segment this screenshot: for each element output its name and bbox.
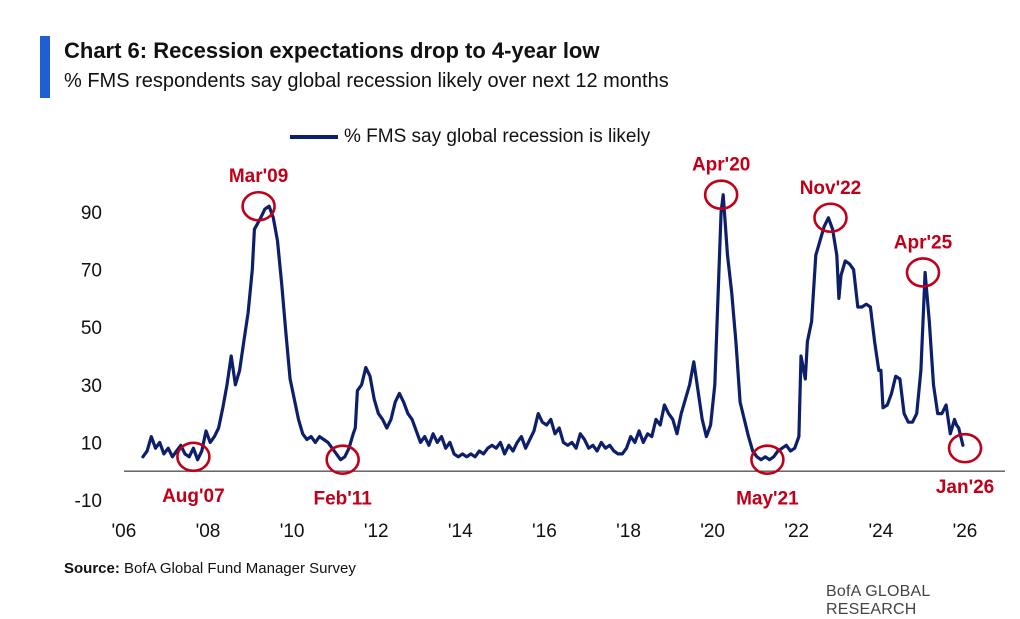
- x-tick-label: '14: [448, 521, 473, 542]
- annotation-label: Jan'26: [936, 477, 994, 498]
- x-tick-label: '16: [532, 521, 557, 542]
- source-note: Source: BofA Global Fund Manager Survey: [64, 560, 356, 577]
- annotation-label: Apr'25: [894, 232, 953, 253]
- x-tick-label: '18: [616, 521, 641, 542]
- x-tick-label: '08: [196, 521, 221, 542]
- x-tick-label: '24: [868, 521, 893, 542]
- source-label: Source:: [64, 560, 120, 577]
- y-tick-label: 90: [81, 203, 102, 224]
- chart-legend: % FMS say global recession is likely: [290, 126, 650, 148]
- annotation-label: May'21: [736, 489, 799, 510]
- x-tick-label: '06: [112, 521, 137, 542]
- y-tick-label: 30: [81, 376, 102, 397]
- annotation-label: Feb'11: [313, 489, 372, 510]
- annotation-label: Apr'20: [692, 155, 750, 176]
- annotation-circle: [750, 444, 785, 475]
- annotation-circle: [176, 441, 211, 473]
- y-tick-label: 10: [81, 433, 102, 454]
- annotation-circle: [813, 202, 848, 234]
- annotation-label: Nov'22: [800, 178, 862, 199]
- title-accent-bar: [40, 36, 50, 98]
- chart-title: Chart 6: Recession expectations drop to …: [64, 38, 600, 63]
- y-tick-label: 70: [81, 261, 102, 282]
- legend-label: % FMS say global recession is likely: [344, 126, 651, 147]
- chart-subtitle: % FMS respondents say global recession l…: [64, 70, 669, 92]
- annotation-circle: [947, 432, 983, 464]
- y-tick-label: -10: [75, 491, 102, 512]
- source-text: BofA Global Fund Manager Survey: [119, 560, 356, 577]
- x-tick-label: '20: [700, 521, 725, 542]
- annotation-circle: [325, 444, 360, 475]
- x-tick-label: '10: [280, 521, 305, 542]
- annotation-label: Mar'09: [229, 166, 288, 187]
- x-tick-label: '12: [364, 521, 389, 542]
- legend-line-swatch: [290, 135, 338, 139]
- annotation-circle: [703, 179, 739, 211]
- series-line: [141, 193, 965, 462]
- x-tick-label: '26: [953, 521, 978, 542]
- annotation-circle: [241, 190, 276, 222]
- y-tick-label: 50: [81, 318, 102, 339]
- x-tick-label: '22: [784, 521, 809, 542]
- annotation-label: Aug'07: [162, 486, 225, 507]
- annotation-circle: [905, 257, 941, 288]
